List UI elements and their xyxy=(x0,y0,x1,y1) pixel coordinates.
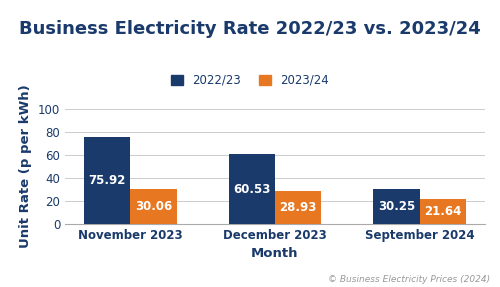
Bar xyxy=(275,191,322,224)
Text: 28.93: 28.93 xyxy=(280,201,317,214)
X-axis label: Month: Month xyxy=(252,247,299,260)
Bar xyxy=(420,199,466,224)
Bar xyxy=(228,154,275,224)
Text: 60.53: 60.53 xyxy=(233,183,270,196)
Text: 21.64: 21.64 xyxy=(424,205,462,218)
Bar xyxy=(84,137,130,224)
Legend: 2022/23, 2023/24: 2022/23, 2023/24 xyxy=(166,69,334,92)
Text: 75.92: 75.92 xyxy=(88,174,126,187)
Text: 30.25: 30.25 xyxy=(378,200,415,213)
Y-axis label: Unit Rate (p per kWh): Unit Rate (p per kWh) xyxy=(20,85,32,248)
Bar xyxy=(130,189,176,224)
Text: © Business Electricity Prices (2024): © Business Electricity Prices (2024) xyxy=(328,275,490,284)
Bar xyxy=(374,189,420,224)
Text: 30.06: 30.06 xyxy=(135,200,172,213)
Text: Business Electricity Rate 2022/23 vs. 2023/24: Business Electricity Rate 2022/23 vs. 20… xyxy=(19,20,481,38)
